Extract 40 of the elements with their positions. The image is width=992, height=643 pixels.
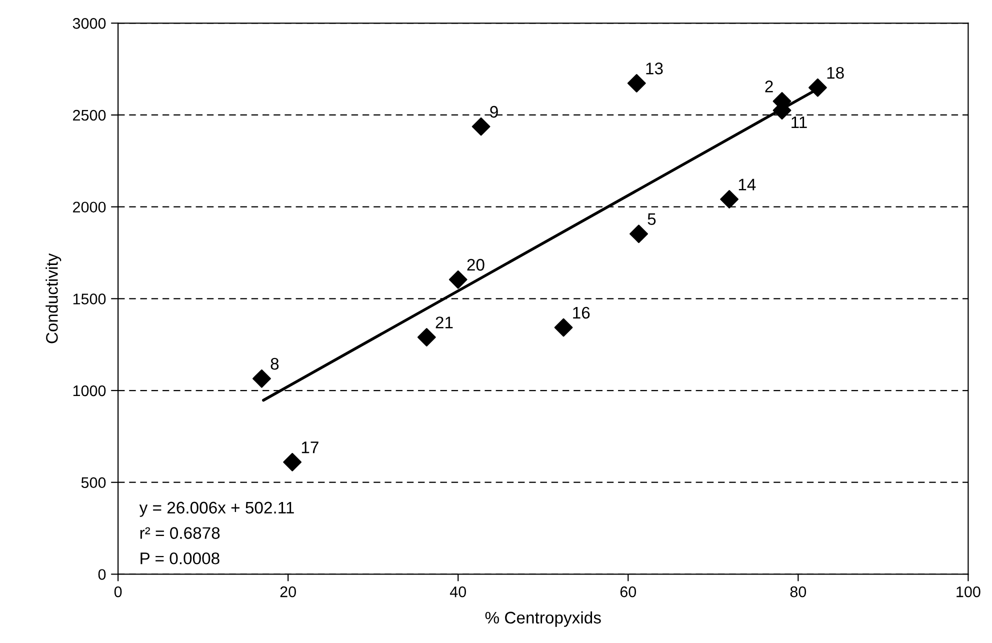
y-tick-label: 500 xyxy=(81,477,106,488)
annotation: 21 xyxy=(436,316,453,328)
annotation: 17 xyxy=(302,442,318,454)
y-tick-label: 2000 xyxy=(73,202,106,213)
y-tick-label: 1500 xyxy=(73,294,106,304)
y-tick-label: 0 xyxy=(98,569,106,580)
annotation: 20 xyxy=(467,258,484,271)
annotation: y = 26.006x + 502.11 xyxy=(139,502,294,517)
annotation: 13 xyxy=(646,62,663,74)
annotation: r² = 0.6878 xyxy=(140,527,220,539)
annotation: 2 xyxy=(765,80,773,92)
annotation: 8 xyxy=(270,358,279,370)
annotation: 11 xyxy=(792,116,807,128)
x-tick-label: 60 xyxy=(620,586,636,598)
point xyxy=(472,117,490,136)
x-axis-title: % Centropyxids xyxy=(485,611,601,627)
annotation: 14 xyxy=(738,178,756,190)
point xyxy=(252,369,271,388)
y-tick-label: 2500 xyxy=(73,110,106,121)
y-axis-title: Conductivity xyxy=(46,253,62,344)
annotation: 5 xyxy=(648,213,656,225)
x-tick-label: 20 xyxy=(280,586,296,598)
annotation: P = 0.0008 xyxy=(140,552,220,564)
point xyxy=(627,74,646,92)
point xyxy=(417,328,436,346)
point xyxy=(283,452,302,472)
annotation: 18 xyxy=(827,66,844,79)
annotation: 16 xyxy=(573,306,590,319)
point xyxy=(448,270,468,289)
y-tick-label: 3000 xyxy=(72,18,106,29)
annotation: 9 xyxy=(490,106,498,118)
point xyxy=(720,190,738,208)
x-tick-label: 0 xyxy=(114,586,122,598)
x-tick-label: 40 xyxy=(450,586,466,598)
point xyxy=(630,224,648,244)
point xyxy=(554,318,573,337)
x-tick-label: 100 xyxy=(956,586,980,598)
point xyxy=(808,78,827,97)
x-tick-label: 80 xyxy=(790,586,806,598)
y-tick-label: 1000 xyxy=(73,385,106,396)
